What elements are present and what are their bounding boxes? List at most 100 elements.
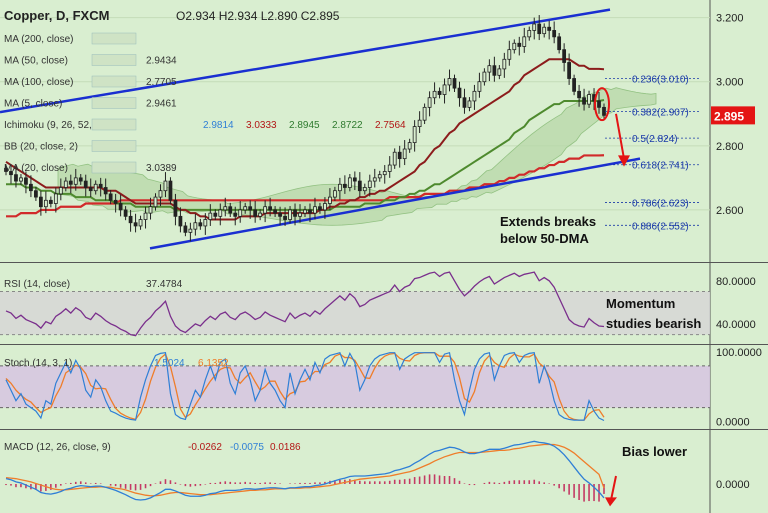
candle-body [582,97,586,105]
candle-body [298,212,302,217]
macd-arrow-head [605,497,617,507]
macd-line [5,440,605,501]
candle-body [173,199,178,217]
candle-body [417,119,422,127]
macd-hist-value: 0.0186 [270,442,301,453]
candle-body [88,187,93,192]
candle-body [98,183,103,188]
stoch-k-line [5,351,605,422]
candle-body [587,94,591,105]
macd-plot: MACD (12, 26, close, 9) -0.0262 -0.0075 0.0… [4,440,750,507]
fib-label: 0.618(2.741) [632,161,689,172]
candle-body [208,212,213,220]
candle-body [437,90,442,95]
candle-body [288,209,292,220]
candle-body [467,100,472,108]
candle-body [68,180,73,185]
macd-legend: MACD (12, 26, close, 9) [4,442,111,453]
fib-label: 0.5(2.824) [632,134,678,145]
candle-body [303,209,307,214]
candle-body [103,187,108,195]
candle-body [123,209,128,217]
candle-body [367,180,372,188]
rsi-line [5,271,605,337]
candle-body [113,199,118,204]
legend-label: BB (20, close, 2) [4,142,78,153]
stoch-legend: Stoch (14, 3, 1) [4,358,72,369]
candle-body [318,206,322,211]
candle-body [293,209,297,217]
candle-body [203,219,208,227]
candle-body [412,126,417,144]
last-price-tag [711,106,755,125]
candle-body [93,183,98,192]
candle-body [223,206,228,211]
candle-body [482,71,487,83]
candle-body [128,215,133,224]
candle-body [48,199,53,204]
macd-value: -0.0262 [188,442,222,453]
fib-label: 0.236(3.010) [632,75,689,86]
candle-body [422,106,427,121]
candle-body [34,190,38,198]
ichimoku-value: 2.9814 [203,120,234,131]
trend-channel [0,8,641,250]
candle-body [258,212,263,217]
down-arrow-head [618,155,630,167]
symbol-title: Copper, D, FXCM [4,8,109,23]
legend-value: 2.9434 [146,56,177,67]
legend-controls [91,118,137,131]
candle-body [392,151,397,166]
candle-body [53,193,58,204]
candle-body [352,177,357,182]
price-tick-label: 2.600 [716,205,744,217]
candle-body [263,206,268,214]
annotation-momentum-line2: studies bearish [606,316,701,331]
candle-body [432,90,437,99]
legend-label: MA (100, close) [4,77,73,88]
ohlc-readout: O2.934 H2.934 L2.890 C2.895 [176,9,340,23]
stoch-d-value: 6.1352 [198,358,229,369]
price-axis[interactable] [710,0,768,513]
annotation-momentum: Momentum studies bearish [606,296,701,331]
candle-body [273,209,277,214]
candle-body [39,196,43,208]
candle-body [397,151,402,160]
legend-label: MA (20, close) [4,163,68,174]
candle-body [462,97,467,108]
legend-label: Ichimoku (9, 26, 52, 26) [4,120,109,131]
stoch-tick: 100.0000 [716,347,762,359]
candle-body [387,164,392,172]
candle-body [188,228,193,233]
legend-controls [91,32,137,45]
candle-body [118,203,123,211]
candle-body [83,180,88,188]
candle-body [193,222,198,230]
candle-body [357,180,362,192]
fib-label: 0.382(2.907) [632,108,689,119]
candle-body [572,78,576,92]
price-axis-labels: 3.200 3.000 2.800 2.600 2.895 [711,13,755,217]
candle-body [442,84,447,95]
candle-body [552,30,557,38]
legend-controls [91,54,137,66]
candle-body [238,209,243,217]
candle-body [253,209,258,217]
candle-body [333,190,337,198]
annotation-breaks-line2: below 50-DMA [500,231,589,246]
candle-body [108,193,113,201]
candle-body [567,62,571,79]
candle-body [198,222,203,227]
rsi-legend: RSI (14, close) [4,279,70,290]
candle-body [14,174,18,182]
rsi-plot: RSI (14, close) 37.4784 80.0000 40.0000 [0,271,756,337]
candle-body [243,206,248,211]
candle-body [4,167,8,172]
candle-body [472,90,477,102]
candle-body [487,65,492,73]
candle-body [477,81,482,92]
legend-controls [91,161,137,174]
legend-value: 3.0389 [146,163,177,174]
candle-body [362,187,367,192]
